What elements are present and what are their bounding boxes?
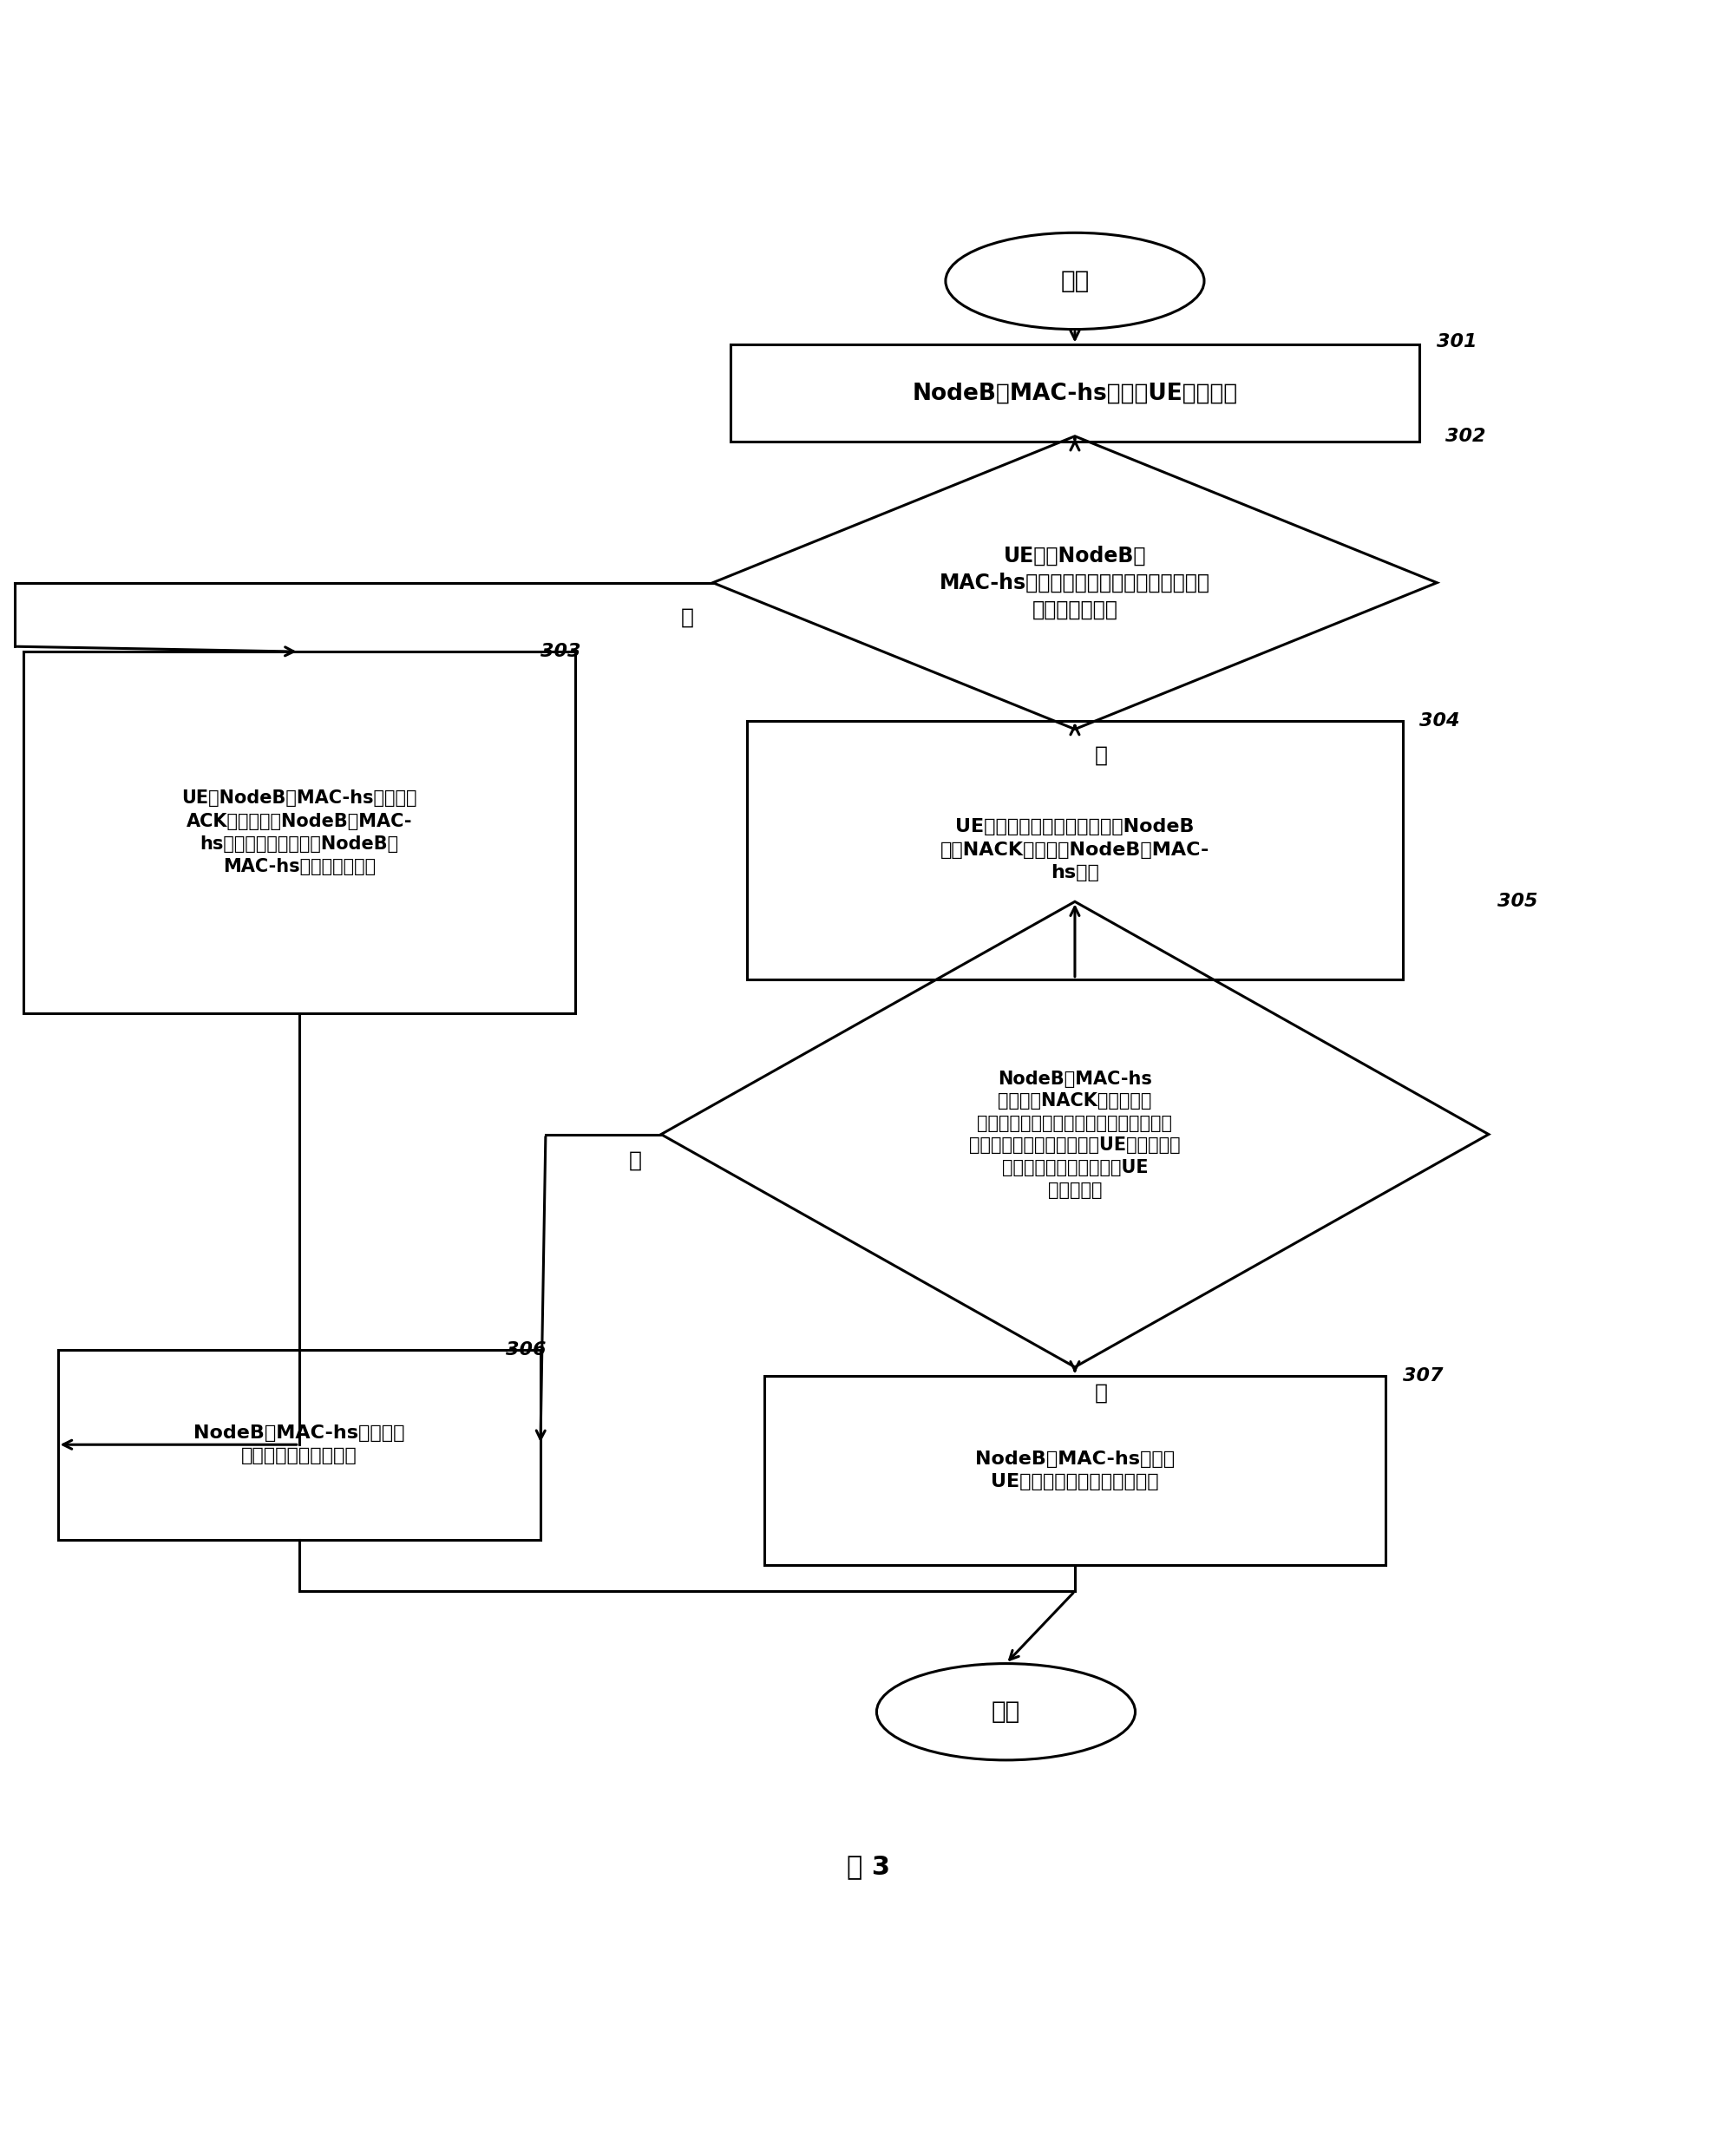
Text: NodeB的MAC-hs实体清除
保存在缓存区的原数据: NodeB的MAC-hs实体清除 保存在缓存区的原数据 bbox=[193, 1424, 404, 1465]
Text: UE向NodeB侧MAC-hs实体发送
ACK消息，通知NodeB侧MAC-
hs实体数据发送成功，NodeB侧
MAC-hs实体接收该消息: UE向NodeB侧MAC-hs实体发送 ACK消息，通知NodeB侧MAC- h… bbox=[181, 790, 417, 876]
Text: 图 3: 图 3 bbox=[847, 1854, 889, 1880]
Text: 302: 302 bbox=[1446, 427, 1486, 445]
Text: UE保存接收收到的数据，并向NodeB
发送NACK消息通知NodeB侧MAC-
hs实体: UE保存接收收到的数据，并向NodeB 发送NACK消息通知NodeB侧MAC-… bbox=[941, 818, 1210, 881]
Text: 开始: 开始 bbox=[1061, 268, 1088, 292]
Text: 否: 否 bbox=[1094, 745, 1108, 765]
Bar bbox=[746, 720, 1403, 979]
Text: 305: 305 bbox=[1496, 894, 1538, 911]
Bar bbox=[764, 1375, 1385, 1566]
Text: 307: 307 bbox=[1403, 1366, 1443, 1385]
Bar bbox=[23, 651, 575, 1014]
Text: 是: 是 bbox=[681, 606, 693, 627]
Bar bbox=[731, 346, 1420, 440]
Text: NodeB侧MAC-hs实体向UE发送数据: NodeB侧MAC-hs实体向UE发送数据 bbox=[911, 382, 1238, 404]
Text: 304: 304 bbox=[1420, 711, 1460, 730]
Text: 结束: 结束 bbox=[991, 1699, 1021, 1725]
Text: NodeB侧MAC-hs
实体接收NACK消息，判断
该次重传是否已超过最大重传次数或最大
重传时间或根据高层配置给UE的接收窗和
定时器来判断是否已达到UE
: NodeB侧MAC-hs 实体接收NACK消息，判断 该次重传是否已超过最大重传… bbox=[969, 1070, 1180, 1199]
Text: 301: 301 bbox=[1437, 333, 1477, 350]
Text: 303: 303 bbox=[540, 642, 582, 659]
Text: 306: 306 bbox=[505, 1340, 547, 1358]
Text: 是: 是 bbox=[628, 1149, 642, 1171]
Text: NodeB的MAC-hs实体向
UE发送保存在缓存区的原数据: NodeB的MAC-hs实体向 UE发送保存在缓存区的原数据 bbox=[976, 1450, 1175, 1491]
Bar bbox=[57, 1349, 540, 1540]
Text: 否: 否 bbox=[1094, 1383, 1108, 1403]
Text: UE接收NodeB侧
MAC-hs实体发送的数据，并对数据进行解
码，解码成功？: UE接收NodeB侧 MAC-hs实体发送的数据，并对数据进行解 码，解码成功？ bbox=[939, 546, 1210, 619]
